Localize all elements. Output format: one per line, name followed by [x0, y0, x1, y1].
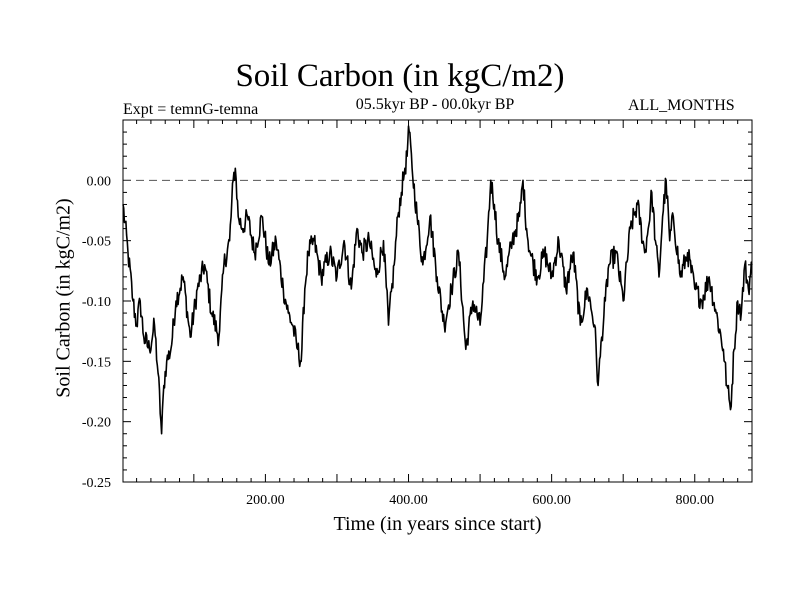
y-tick-label: -0.05 — [82, 235, 111, 250]
y-tick-label: -0.20 — [82, 416, 111, 431]
y-tick-label: 0.00 — [87, 174, 112, 189]
chart-title: Soil Carbon (in kgC/m2) — [235, 58, 565, 94]
experiment-label: Expt = temnG-temna — [123, 101, 259, 118]
x-tick-label: 400.00 — [389, 493, 428, 508]
x-axis-label: Time (in years since start) — [333, 513, 542, 535]
y-tick-label: -0.15 — [82, 355, 111, 370]
plot-frame — [122, 119, 753, 483]
tick-layer — [123, 119, 753, 483]
x-tick-label: 200.00 — [246, 493, 285, 508]
y-tick-label: -0.10 — [82, 295, 111, 310]
x-tick-label: 800.00 — [676, 493, 715, 508]
soil-carbon-series-line — [122, 125, 753, 435]
x-tick-label: 600.00 — [532, 493, 571, 508]
y-tick-label: -0.25 — [82, 476, 111, 491]
chart-subtitle: 05.5kyr BP - 00.0kyr BP — [355, 96, 515, 113]
months-label: ALL_MONTHS — [628, 97, 735, 114]
tick-label-layer: 0.00 -0.05 -0.10 -0.15 -0.20 -0.25 200.00 400.0… — [82, 174, 714, 508]
